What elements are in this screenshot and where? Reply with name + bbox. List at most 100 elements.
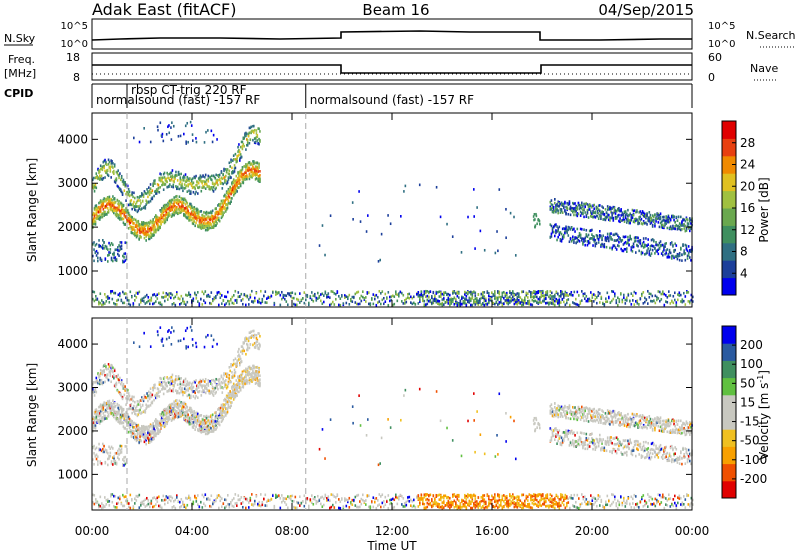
power-point (639, 219, 642, 222)
power-point (206, 221, 209, 224)
power-point (672, 254, 674, 258)
velocity-point (160, 417, 162, 421)
power-point (222, 203, 224, 207)
power-point (120, 190, 123, 194)
power-point (152, 184, 154, 188)
power-point (638, 302, 640, 306)
velocity-point (182, 390, 184, 394)
velocity-point (134, 428, 137, 431)
velocity-point (92, 426, 94, 429)
velocity-point (158, 421, 161, 424)
power-point (141, 223, 144, 226)
velocity-point (135, 439, 138, 443)
velocity-point (175, 402, 177, 406)
power-point (167, 215, 169, 219)
power-point (95, 254, 98, 257)
power-point (212, 190, 215, 193)
velocity-point (165, 415, 168, 419)
power-point (139, 231, 141, 235)
power-point (94, 220, 97, 224)
power-point (180, 196, 182, 200)
power-point (96, 214, 98, 218)
power-point (446, 222, 448, 226)
power-point (687, 226, 690, 230)
power-point (126, 298, 129, 302)
power-point (632, 213, 635, 217)
power-point (231, 171, 233, 175)
velocity-point (111, 407, 113, 411)
power-point (378, 300, 381, 303)
power-point (195, 174, 197, 178)
power-point (111, 203, 113, 207)
power-point (93, 189, 96, 193)
velocity-point (140, 427, 142, 430)
power-point (590, 237, 592, 240)
velocity-point (107, 367, 110, 371)
power-point (191, 212, 194, 216)
velocity-point (142, 426, 145, 430)
velocity-point (167, 389, 169, 393)
velocity-point (138, 426, 140, 430)
power-point (173, 196, 175, 199)
power-point (232, 180, 234, 184)
y-tick-label: 4000 (57, 132, 88, 146)
power-point (513, 302, 516, 306)
power-point (227, 191, 230, 195)
velocity-point (160, 423, 162, 427)
power-point (630, 218, 633, 222)
velocity-point (103, 404, 105, 407)
power-point (112, 195, 114, 198)
power-point (154, 190, 156, 193)
power-point (519, 296, 522, 299)
power-point (141, 222, 143, 226)
velocity-point (111, 406, 113, 409)
power-point (225, 195, 227, 198)
power-point (107, 248, 109, 251)
power-point (255, 132, 258, 135)
power-point (228, 190, 231, 193)
power-point (665, 249, 667, 252)
power-point (685, 217, 688, 221)
power-point (110, 291, 112, 295)
power-point (680, 246, 682, 250)
power-point (171, 205, 174, 209)
velocity-point (102, 369, 105, 373)
power-point (638, 211, 640, 214)
power-point (159, 209, 161, 212)
velocity-point (181, 383, 183, 386)
power-point (213, 222, 216, 226)
velocity-point (166, 409, 168, 412)
power-point (113, 251, 115, 255)
velocity-point (177, 407, 180, 410)
power-point (687, 251, 690, 254)
power-point (219, 296, 222, 299)
velocity-point (179, 404, 182, 408)
power-point (190, 182, 192, 185)
power-point (224, 181, 226, 184)
power-point (170, 215, 173, 218)
velocity-point (139, 435, 141, 438)
power-point (597, 212, 600, 215)
power-point (175, 173, 177, 177)
power-point (140, 227, 142, 230)
velocity-point (142, 410, 145, 414)
power-point (199, 177, 202, 181)
velocity-point (149, 430, 152, 433)
power-point (105, 162, 107, 166)
power-point (169, 179, 172, 182)
power-point (220, 171, 223, 174)
velocity-point (98, 421, 100, 425)
power-point (224, 193, 226, 197)
velocity-point (169, 412, 172, 416)
power-point (177, 201, 180, 205)
power-point (143, 127, 145, 130)
power-point (181, 209, 183, 212)
velocity-point (138, 411, 140, 415)
velocity-point (148, 438, 150, 442)
power-point (135, 291, 138, 295)
power-point (111, 165, 113, 168)
power-point (662, 223, 664, 227)
power-point (249, 138, 252, 142)
power-point (458, 296, 460, 299)
power-point (214, 207, 217, 211)
